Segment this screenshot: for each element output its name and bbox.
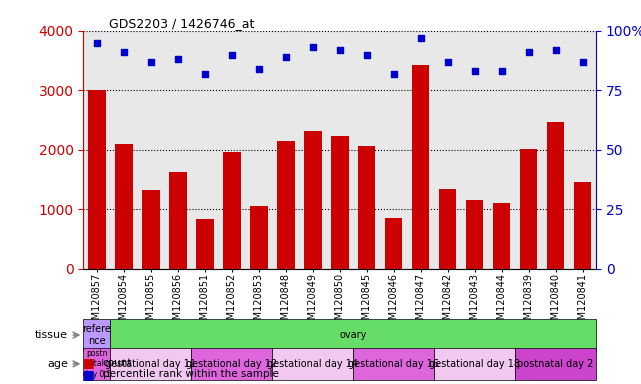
Point	[146, 59, 156, 65]
Text: gestational day 18: gestational day 18	[429, 359, 520, 369]
Bar	[434, 348, 515, 380]
Bar	[547, 122, 565, 269]
Bar	[110, 348, 191, 380]
Bar	[515, 348, 596, 380]
Bar	[412, 65, 429, 269]
Text: percentile rank within the sample: percentile rank within the sample	[103, 369, 278, 379]
Bar	[191, 348, 272, 380]
Bar	[331, 136, 349, 269]
Text: postnatal day 2: postnatal day 2	[517, 359, 594, 369]
Point	[551, 47, 561, 53]
Text: ■: ■	[83, 368, 95, 381]
Point	[199, 71, 210, 77]
Bar	[493, 204, 510, 269]
Text: postn
atal
day 0.5: postn atal day 0.5	[83, 349, 111, 379]
Bar	[574, 182, 592, 269]
Point	[281, 54, 291, 60]
Text: gestational day 11: gestational day 11	[105, 359, 196, 369]
Bar	[466, 200, 483, 269]
Point	[227, 51, 237, 58]
Bar	[520, 149, 537, 269]
Bar	[169, 172, 187, 269]
Point	[172, 56, 183, 62]
Point	[497, 68, 507, 74]
Text: GDS2203 / 1426746_at: GDS2203 / 1426746_at	[109, 17, 254, 30]
Bar	[358, 146, 376, 269]
Point	[388, 71, 399, 77]
Point	[308, 44, 318, 50]
Bar	[83, 348, 110, 380]
Point	[92, 40, 102, 46]
Text: count: count	[103, 358, 132, 368]
Bar	[196, 219, 213, 269]
Point	[578, 59, 588, 65]
Point	[524, 49, 534, 55]
Bar	[115, 144, 133, 269]
Text: gestational day 16: gestational day 16	[348, 359, 439, 369]
Text: tissue: tissue	[35, 330, 68, 340]
Bar	[83, 319, 110, 351]
Point	[442, 59, 453, 65]
Text: ■: ■	[83, 356, 95, 369]
Bar	[439, 189, 456, 269]
Bar	[277, 141, 294, 269]
Bar	[223, 152, 240, 269]
Point	[470, 68, 480, 74]
Bar	[353, 348, 434, 380]
Text: refere
nce: refere nce	[83, 324, 112, 346]
Text: age: age	[47, 359, 68, 369]
Text: gestational day 14: gestational day 14	[267, 359, 358, 369]
Point	[335, 47, 345, 53]
Point	[254, 66, 264, 72]
Bar	[385, 218, 403, 269]
Point	[362, 51, 372, 58]
Bar	[272, 348, 353, 380]
Point	[119, 49, 129, 55]
Text: gestational day 12: gestational day 12	[186, 359, 278, 369]
Bar	[88, 90, 106, 269]
Bar	[304, 131, 322, 269]
Bar	[142, 190, 160, 269]
Point	[415, 35, 426, 41]
Text: ovary: ovary	[340, 330, 367, 340]
Bar	[250, 206, 267, 269]
